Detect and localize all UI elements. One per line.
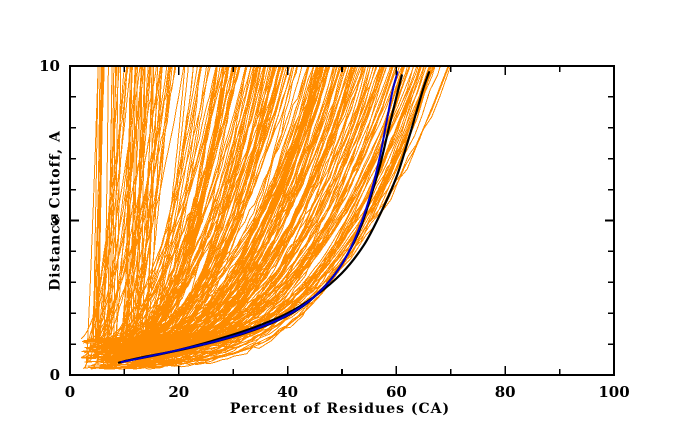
x-tick-label: 0 [65, 383, 75, 401]
ensemble-curves [80, 66, 452, 370]
x-tick-label: 20 [168, 383, 189, 401]
y-tick-label: 5 [50, 212, 60, 230]
x-axis-label: Percent of Residues (CA) [229, 401, 451, 417]
x-tick-label: 80 [495, 383, 516, 401]
x-tick-label: 40 [277, 383, 298, 401]
y-tick-label: 0 [50, 366, 60, 384]
x-tick-label: 60 [386, 383, 407, 401]
x-tick-label: 100 [598, 383, 629, 401]
y-tick-label: 10 [39, 57, 60, 75]
axis-frame [69, 65, 615, 376]
y-axis-label: Distance Cutoff, A [47, 130, 64, 291]
axis-tick-labels: 0 20 40 60 80 100 0 5 10 [39, 57, 630, 401]
y-axis-label-wrap: Distance Cutoff, A [45, 61, 64, 361]
